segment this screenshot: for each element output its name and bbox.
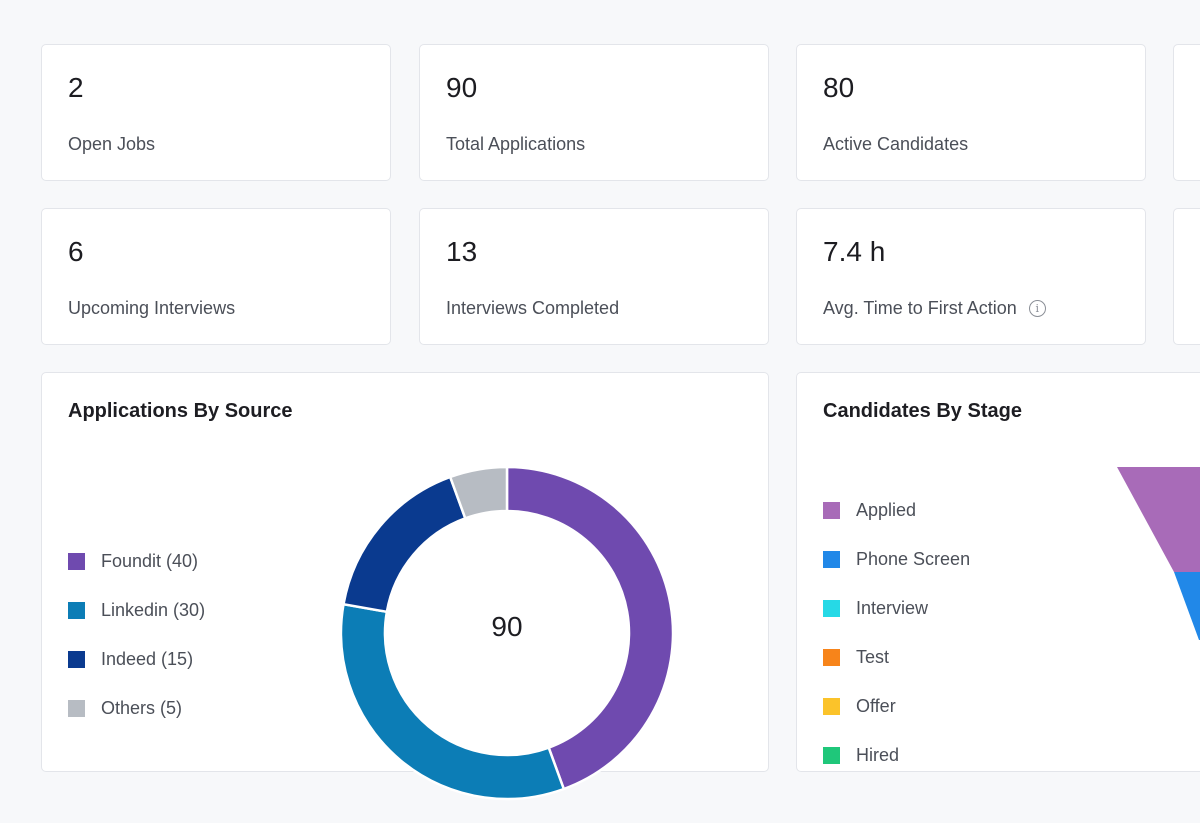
legend-label: Offer [856,696,896,716]
legend-swatch [823,747,840,764]
stat-label: Total Applications [446,134,586,154]
stat-card-upcoming-interviews[interactable]: 6 Upcoming Interviews [41,208,391,345]
donut-chart [339,465,675,801]
stat-card-interviews-completed[interactable]: 13 Interviews Completed [419,208,769,345]
legend-item-linkedin[interactable]: Linkedin (30) [68,600,205,621]
stat-card-active-candidates[interactable]: 80 Active Candidates [796,44,1146,181]
legend-label: Others (5) [101,698,183,718]
legend-swatch [68,553,85,570]
legend-label: Linkedin (30) [101,600,206,620]
legend-item-indeed[interactable]: Indeed (15) [68,649,193,670]
legend-item-test[interactable]: Test [823,647,889,668]
stage-legend: Applied Phone Screen Interview Test Offe… [823,500,1023,765]
funnel-segment-applied[interactable] [1117,467,1200,572]
stat-value: 80 [823,72,855,103]
legend-label: Phone Screen [856,549,971,569]
legend-label: Applied [856,500,917,520]
panel-title: Candidates By Stage [823,400,1022,422]
legend-item-applied[interactable]: Applied [823,500,916,521]
legend-item-interview[interactable]: Interview [823,598,928,619]
donut-slice-indeed[interactable] [342,475,467,614]
stat-label-text: Avg. Time to First Action [823,298,1017,318]
stat-value: 6 [68,236,84,267]
legend-label: Indeed (15) [101,649,194,669]
legend-swatch [823,649,840,666]
stat-label: Interviews Completed [446,298,620,318]
donut-center-total: 90 [491,611,523,642]
legend-item-hired[interactable]: Hired [823,745,899,766]
legend-label: Foundit (40) [101,551,199,571]
legend-label: Interview [856,598,929,618]
source-legend: Foundit (40) Linkedin (30) Indeed (15) O… [68,548,268,718]
stat-card-total-applications[interactable]: 90 Total Applications [419,44,769,181]
legend-swatch [823,698,840,715]
stat-value: 2 [68,72,84,103]
stat-card-open-jobs[interactable]: 2 Open Jobs [41,44,391,181]
legend-swatch [68,602,85,619]
panel-title: Applications By Source [68,400,293,422]
info-icon[interactable]: i [1028,300,1046,317]
stat-label: Upcoming Interviews [68,298,236,318]
stat-label: Avg. Time to First Action i [823,298,1046,319]
donut-slice-others[interactable] [448,465,509,520]
legend-item-foundit[interactable]: Foundit (40) [68,551,198,572]
stat-card-avg-time-first-action[interactable]: 7.4 h Avg. Time to First Action i [796,208,1146,345]
funnel-segment-phone-screen[interactable] [1174,572,1200,640]
stat-card-partial [1173,44,1200,181]
legend-label: Test [856,647,890,667]
legend-item-others[interactable]: Others (5) [68,698,182,719]
legend-item-phone-screen[interactable]: Phone Screen [823,549,970,570]
stat-value: 90 [446,72,478,103]
stat-card-partial [1173,208,1200,345]
legend-item-offer[interactable]: Offer [823,696,896,717]
stat-label: Open Jobs [68,134,156,154]
stat-value: 7.4 h [823,236,886,267]
legend-swatch [823,502,840,519]
legend-swatch [823,600,840,617]
stage-funnel-chart [1117,467,1200,640]
candidates-by-stage-panel: Candidates By Stage Applied Phone Screen… [796,372,1200,772]
legend-swatch [68,651,85,668]
stat-value: 13 [446,236,478,267]
applications-by-source-panel: Applications By Source Foundit (40) Link… [41,372,769,801]
legend-swatch [823,551,840,568]
legend-swatch [68,700,85,717]
legend-label: Hired [856,745,900,765]
stat-label: Active Candidates [823,134,969,154]
